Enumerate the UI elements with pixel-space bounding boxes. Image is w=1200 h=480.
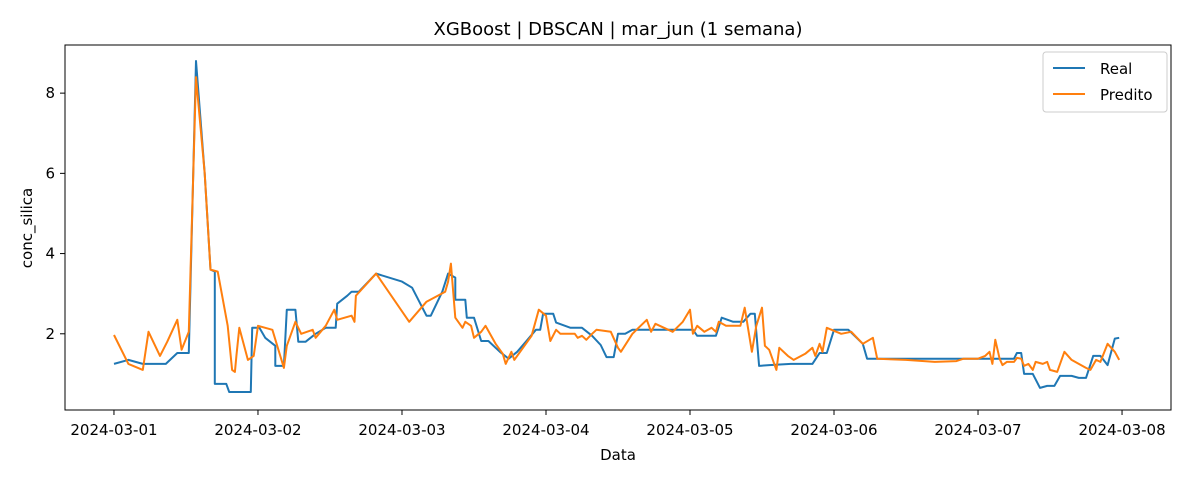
y-tick-label: 4 [45, 245, 55, 263]
chart-title: XGBoost | DBSCAN | mar_jun (1 semana) [434, 19, 803, 40]
x-tick-label: 2024-03-05 [646, 421, 733, 439]
series-line-real [113, 60, 1120, 393]
x-tick-label: 2024-03-01 [70, 421, 157, 439]
x-tick-label: 2024-03-04 [502, 421, 589, 439]
series-line-predito [113, 76, 1121, 373]
x-tick-label: 2024-03-06 [790, 421, 877, 439]
x-axis-label: Data [600, 446, 636, 464]
x-tick-label: 2024-03-07 [934, 421, 1021, 439]
legend-label-real: Real [1100, 60, 1132, 78]
legend: Real Predito [1042, 51, 1168, 113]
legend-label-predito: Predito [1100, 86, 1153, 104]
y-tick-label: 2 [45, 325, 55, 343]
x-tick-label: 2024-03-08 [1078, 421, 1165, 439]
y-tick-label: 8 [45, 84, 55, 102]
x-tick-label: 2024-03-02 [214, 421, 301, 439]
y-axis-label: conc_silica [18, 188, 37, 268]
y-tick-label: 6 [45, 164, 55, 182]
plot-area: 2024-03-01 2024-03-02 2024-03-03 2024-03-04… [45, 44, 1172, 439]
x-tick-label: 2024-03-03 [358, 421, 445, 439]
axes-frame [64, 44, 1172, 411]
